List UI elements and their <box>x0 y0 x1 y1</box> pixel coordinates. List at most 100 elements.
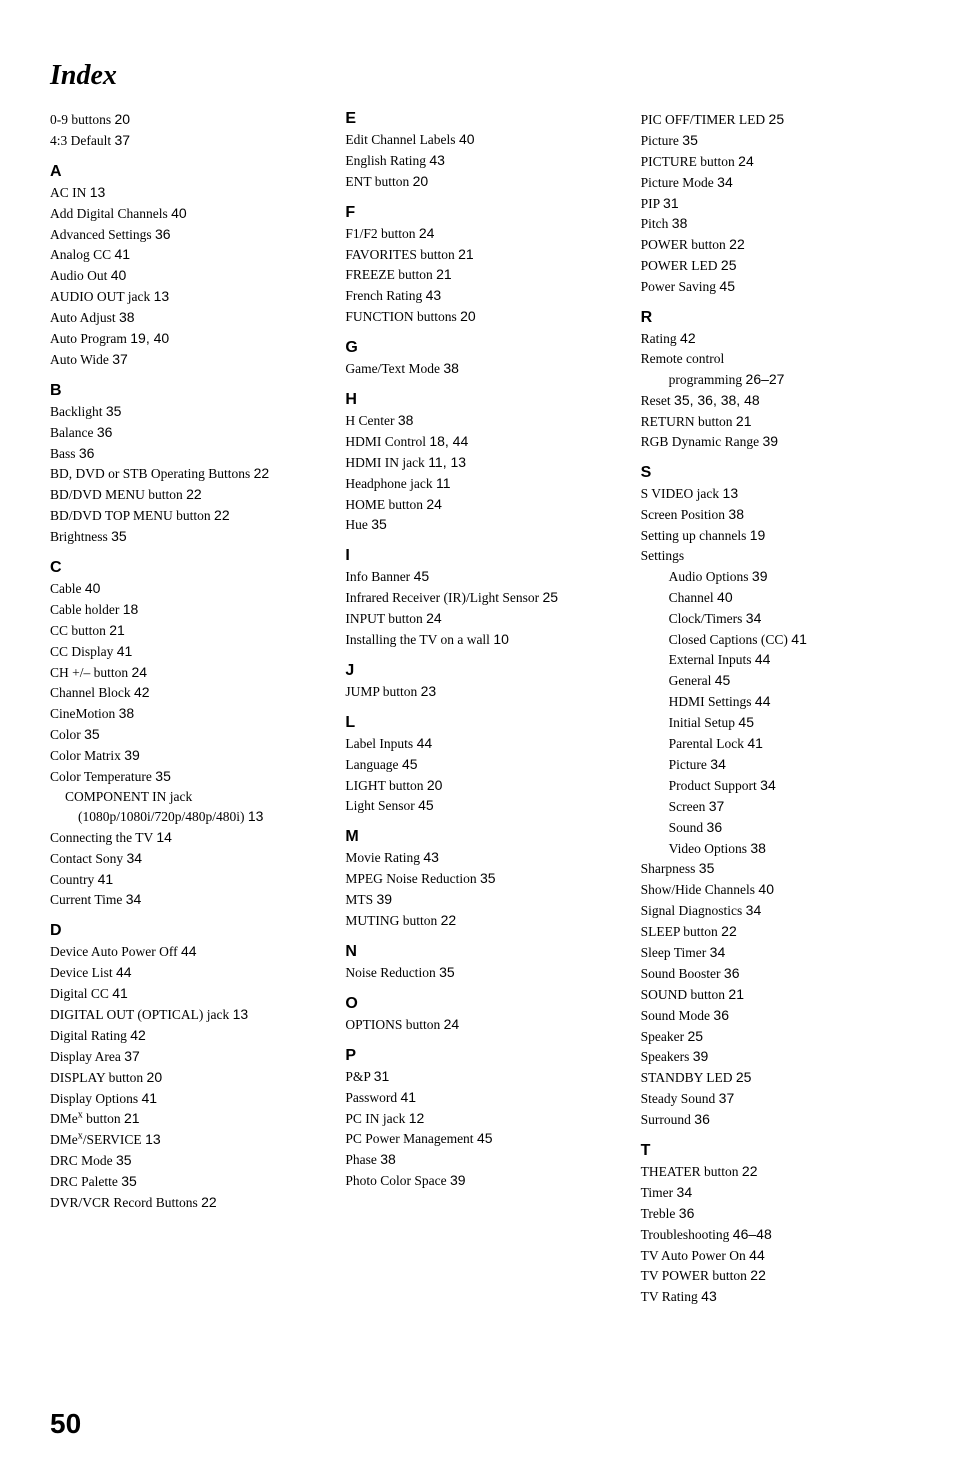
entry-page: 34 <box>746 610 762 626</box>
entry-page: 13 <box>90 184 106 200</box>
index-entry: BD, DVD or STB Operating Buttons 22 <box>50 464 313 484</box>
index-entry: FUNCTION buttons 20 <box>345 307 608 327</box>
entry-term: P&P <box>345 1069 373 1084</box>
index-entry: ENT button 20 <box>345 172 608 192</box>
entry-page: 39 <box>752 568 768 584</box>
index-entry: Display Options 41 <box>50 1089 313 1109</box>
entry-term: Cable <box>50 581 85 596</box>
entry-page: 38 <box>728 506 744 522</box>
entry-page: 43 <box>701 1288 717 1304</box>
entry-term: Analog CC <box>50 247 115 262</box>
entry-page: 44 <box>755 651 771 667</box>
index-entry: POWER LED 25 <box>641 256 904 276</box>
index-entry: CC button 21 <box>50 621 313 641</box>
index-entry: AC IN 13 <box>50 183 313 203</box>
entry-term: Language <box>345 757 402 772</box>
entry-page: 12 <box>409 1110 425 1126</box>
section-letter: A <box>50 163 313 181</box>
entry-term: SLEEP button <box>641 924 722 939</box>
entry-term: CineMotion <box>50 706 119 721</box>
entry-page: 44 <box>749 1247 765 1263</box>
entry-term: Power Saving <box>641 279 720 294</box>
index-entry: Clock/Timers 34 <box>641 609 904 629</box>
entry-page: 22 <box>750 1267 766 1283</box>
entry-page: 35 <box>371 516 387 532</box>
index-entry: POWER button 22 <box>641 235 904 255</box>
section-letter: P <box>345 1047 608 1065</box>
index-entry: Brightness 35 <box>50 527 313 547</box>
entry-term: FREEZE button <box>345 267 436 282</box>
entry-page: 18, 44 <box>429 433 468 449</box>
entry-term: MPEG Noise Reduction <box>345 871 480 886</box>
entry-term: Connecting the TV <box>50 830 156 845</box>
index-entry: Channel 40 <box>641 588 904 608</box>
index-entry: Initial Setup 45 <box>641 713 904 733</box>
index-entry: BD/DVD TOP MENU button 22 <box>50 506 313 526</box>
index-entry: MTS 39 <box>345 890 608 910</box>
entry-page: 40 <box>758 881 774 897</box>
index-entry: Game/Text Mode 38 <box>345 359 608 379</box>
entry-page: 37 <box>709 798 725 814</box>
entry-term: RETURN button <box>641 414 736 429</box>
index-entry: DVR/VCR Record Buttons 22 <box>50 1193 313 1213</box>
entry-page: 40 <box>717 589 733 605</box>
entry-term: Remote control <box>641 351 725 366</box>
page-title: Index <box>50 60 904 92</box>
entry-page: 43 <box>429 152 445 168</box>
entry-page: 20 <box>413 173 429 189</box>
entry-term: Product Support <box>669 778 761 793</box>
index-entry: BD/DVD MENU button 22 <box>50 485 313 505</box>
entry-page: 21 <box>109 622 125 638</box>
entry-page: 35 <box>116 1152 132 1168</box>
entry-term: Sound <box>669 820 707 835</box>
entry-term: FAVORITES button <box>345 247 458 262</box>
section-letter: M <box>345 828 608 846</box>
entry-term: Add Digital Channels <box>50 206 171 221</box>
section-letter: R <box>641 309 904 327</box>
index-entry: PIP 31 <box>641 194 904 214</box>
index-entry: PC IN jack 12 <box>345 1109 608 1129</box>
entry-term: Show/Hide Channels <box>641 882 759 897</box>
entry-term: AUDIO OUT jack <box>50 289 154 304</box>
entry-page: 44 <box>181 943 197 959</box>
entry-term: PC IN jack <box>345 1111 408 1126</box>
index-entry: programming 26–27 <box>641 370 904 390</box>
index-entry: Phase 38 <box>345 1150 608 1170</box>
index-entry: Picture Mode 34 <box>641 173 904 193</box>
entry-term: H Center <box>345 413 397 428</box>
entry-page: 24 <box>419 225 435 241</box>
section-letter: E <box>345 110 608 128</box>
entry-term: Light Sensor <box>345 798 418 813</box>
entry-page: 10 <box>493 631 509 647</box>
entry-page: 35 <box>699 860 715 876</box>
entry-term: Country <box>50 872 98 887</box>
index-entry: Sharpness 35 <box>641 859 904 879</box>
entry-page: 34 <box>760 777 776 793</box>
index-entry: Auto Adjust 38 <box>50 308 313 328</box>
entry-page: 39 <box>450 1172 466 1188</box>
section-letter: I <box>345 547 608 565</box>
index-entry: DMex/SERVICE 13 <box>50 1130 313 1150</box>
index-entry: Audio Out 40 <box>50 266 313 286</box>
index-entry: Color Temperature 35 <box>50 767 313 787</box>
index-entry: Contact Sony 34 <box>50 849 313 869</box>
entry-page: 35, 36, 38, 48 <box>674 392 760 408</box>
entry-page: 38 <box>119 705 135 721</box>
index-entry: Audio Options 39 <box>641 567 904 587</box>
index-entry: TV Auto Power On 44 <box>641 1246 904 1266</box>
entry-page: 20 <box>460 308 476 324</box>
entry-term: THEATER button <box>641 1164 742 1179</box>
entry-page: 36 <box>694 1111 710 1127</box>
index-entry: HDMI Settings 44 <box>641 692 904 712</box>
index-entry: S VIDEO jack 13 <box>641 484 904 504</box>
entry-term: DRC Palette <box>50 1174 121 1189</box>
index-entry: DIGITAL OUT (OPTICAL) jack 13 <box>50 1005 313 1025</box>
entry-page: 38 <box>119 309 135 325</box>
entry-page: 35 <box>480 870 496 886</box>
entry-page: 24 <box>738 153 754 169</box>
entry-term: Speakers <box>641 1049 693 1064</box>
index-entry: Color 35 <box>50 725 313 745</box>
index-entry: FAVORITES button 21 <box>345 245 608 265</box>
column-1: 0-9 buttons 204:3 Default 37AAC IN 13Add… <box>50 110 313 1308</box>
entry-page: 20 <box>147 1069 163 1085</box>
